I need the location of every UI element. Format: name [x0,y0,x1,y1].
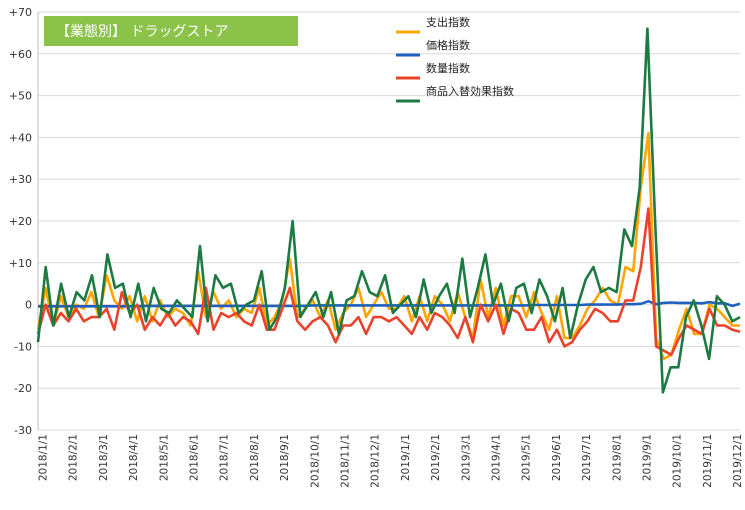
x-tick-label: 2018/1/1 [38,434,50,481]
series-line-2 [36,207,741,357]
x-tick-label: 2018/2/1 [68,434,80,481]
x-tick-label: 2019/9/1 [642,434,654,481]
x-tick-label: 2019/11/1 [702,434,714,488]
x-tick-label: 2019/7/1 [581,434,593,481]
y-tick-label: +30 [9,173,32,186]
y-tick-label: -10 [14,340,32,353]
x-tick-label: 2018/7/1 [219,434,231,481]
y-tick-label: +20 [9,215,32,228]
y-tick-label: 0 [25,299,32,312]
chart-title-background [44,16,298,46]
chart-title-box: 【業態別】 ドラッグストア [44,16,298,46]
y-tick-label: -20 [14,382,32,395]
series-line-3 [36,27,741,394]
series-layer [36,27,741,394]
x-tick-label: 2018/3/1 [98,434,110,481]
x-axis-ticks: 2018/1/1 2018/2/1 2018/3/1 2018/4/1 2018/5/1… [38,434,745,488]
chart-title: 【業態別】 ドラッグストア [56,24,228,40]
x-tick-label: 2019/6/1 [551,434,563,481]
grid-layer [37,11,740,431]
x-tick-label: 2019/8/1 [611,434,623,481]
x-tick-label: 2019/3/1 [460,434,472,481]
y-tick-label: -30 [14,424,32,437]
x-tick-label: 2019/4/1 [491,434,503,481]
x-tick-label: 2018/9/1 [279,434,291,481]
y-tick-label: +10 [9,257,32,270]
x-tick-label: 2018/4/1 [128,434,140,481]
y-tick-label: +60 [9,48,32,61]
x-tick-label: 2019/2/1 [430,434,442,481]
y-tick-label: +70 [9,6,32,19]
y-axis-ticks: -30 -20 -10 0 +10 +20 +30 +40 +50 +60 +70 [9,6,32,437]
x-tick-label: 2018/10/1 [309,434,321,488]
x-tick-label: 2018/5/1 [158,434,170,481]
x-tick-label: 2019/10/1 [672,434,684,488]
y-tick-label: +40 [9,131,32,144]
y-tick-label: +50 [9,90,32,103]
x-tick-label: 2019/5/1 [521,434,533,481]
legend-label: 数量指数 [426,61,470,75]
x-tick-label: 2018/11/1 [340,434,352,488]
x-tick-label: 2018/8/1 [249,434,261,481]
series-line-0 [36,131,740,361]
x-tick-label: 2019/1/1 [400,434,412,481]
x-tick-label: 2019/12/1 [732,434,744,488]
legend-label: 価格指数 [426,38,470,52]
x-tick-label: 2018/6/1 [189,434,201,481]
x-tick-label: 2018/12/1 [370,434,382,488]
legend-label: 商品入替効果指数 [426,84,514,98]
legend-label: 支出指数 [426,15,470,29]
